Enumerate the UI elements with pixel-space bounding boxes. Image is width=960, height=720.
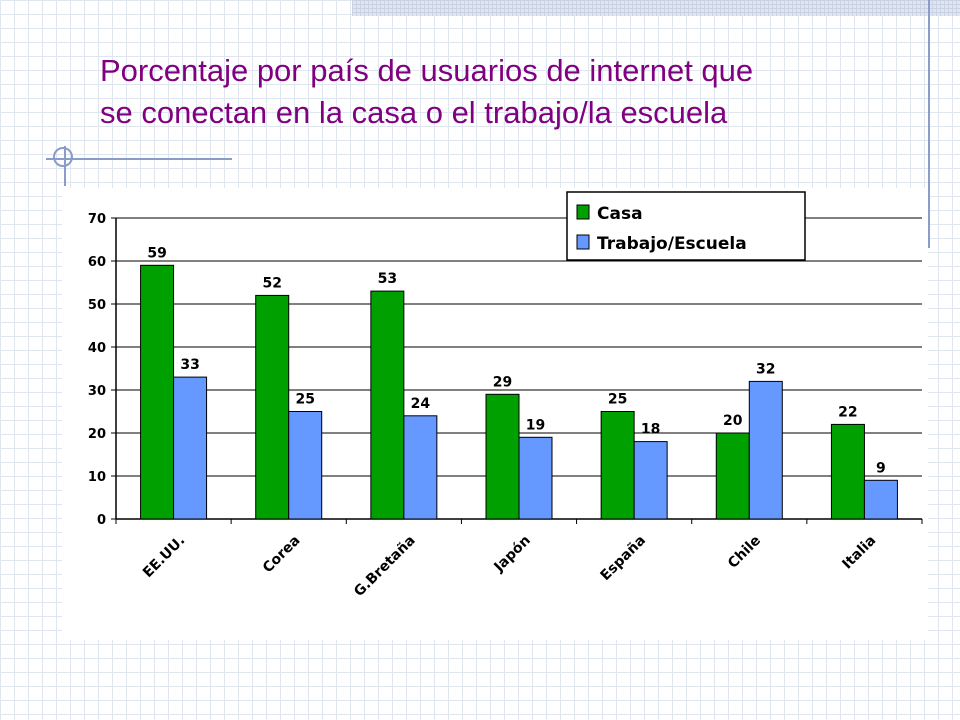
decorative-top-band xyxy=(352,0,960,16)
category-label: EE.UU. xyxy=(140,533,188,581)
data-label-trabajo-escuela: 33 xyxy=(180,357,199,373)
data-label-casa: 59 xyxy=(147,245,166,261)
data-label-casa: 52 xyxy=(262,275,281,291)
bar-casa xyxy=(830,423,865,520)
data-label-trabajo-escuela: 25 xyxy=(295,392,314,408)
bar-trabajo-escuela xyxy=(518,436,553,520)
bar-trabajo-escuela xyxy=(173,376,208,520)
y-tick-label: 50 xyxy=(88,298,106,313)
category-label: España xyxy=(598,533,649,584)
bar-trabajo-escuela xyxy=(633,441,668,520)
decorative-circle xyxy=(53,147,73,167)
category-label: Italia xyxy=(839,533,879,573)
data-label-trabajo-escuela: 24 xyxy=(411,396,431,412)
bar-casa xyxy=(600,411,635,520)
y-tick-label: 30 xyxy=(88,384,106,399)
slide-title: Porcentaje por país de usuarios de inter… xyxy=(100,50,900,134)
chart-area: 0 10 20 30 40 50 60 70 59 33 EE.UU. 52 25 Corea 53 24 G.… xyxy=(62,188,928,640)
bar-trabajo-escuela xyxy=(748,380,783,520)
bar-casa xyxy=(715,432,750,520)
data-label-casa: 22 xyxy=(838,404,857,420)
slide-title-line-1: Porcentaje por país de usuarios de inter… xyxy=(100,53,754,88)
data-label-casa: 53 xyxy=(378,271,397,287)
legend-label-trabajo-escuela: Trabajo/Escuela xyxy=(597,234,747,254)
y-tick-label: 40 xyxy=(88,341,106,356)
bar-casa xyxy=(485,393,520,520)
bar-casa xyxy=(370,290,405,520)
category-label: Chile xyxy=(725,533,764,572)
y-tick-label: 10 xyxy=(88,470,106,485)
legend-label-casa: Casa xyxy=(597,204,643,224)
data-label-trabajo-escuela: 32 xyxy=(756,361,775,377)
data-label-casa: 20 xyxy=(723,413,743,429)
decorative-vertical-line xyxy=(928,0,930,248)
data-label-trabajo-escuela: 9 xyxy=(876,460,886,476)
data-label-casa: 29 xyxy=(493,374,512,390)
y-tick-label: 60 xyxy=(88,255,106,270)
data-label-trabajo-escuela: 18 xyxy=(641,422,660,438)
bar-trabajo-escuela xyxy=(403,415,438,520)
category-label: G.Bretaña xyxy=(351,533,418,600)
legend-swatch-casa xyxy=(576,204,590,220)
category-label: Corea xyxy=(260,533,304,577)
bar-casa xyxy=(255,294,290,520)
legend-box xyxy=(566,191,806,261)
bar-trabajo-escuela xyxy=(863,479,898,520)
y-tick-label: 20 xyxy=(88,427,106,442)
decorative-horizontal-line xyxy=(46,158,232,160)
slide-title-line-2: se conectan en la casa o el trabajo/la e… xyxy=(100,95,728,130)
y-tick-label: 0 xyxy=(97,513,106,528)
category-label: Japón xyxy=(491,533,534,576)
y-tick-label: 70 xyxy=(88,212,106,227)
legend-swatch-trabajo-escuela xyxy=(576,234,590,250)
bar-chart: 0 10 20 30 40 50 60 70 59 33 EE.UU. 52 25 Corea 53 24 G.… xyxy=(88,191,923,600)
bar-trabajo-escuela xyxy=(288,411,323,520)
data-label-casa: 25 xyxy=(608,392,627,408)
bar-casa xyxy=(140,264,175,520)
data-label-trabajo-escuela: 19 xyxy=(526,417,545,433)
